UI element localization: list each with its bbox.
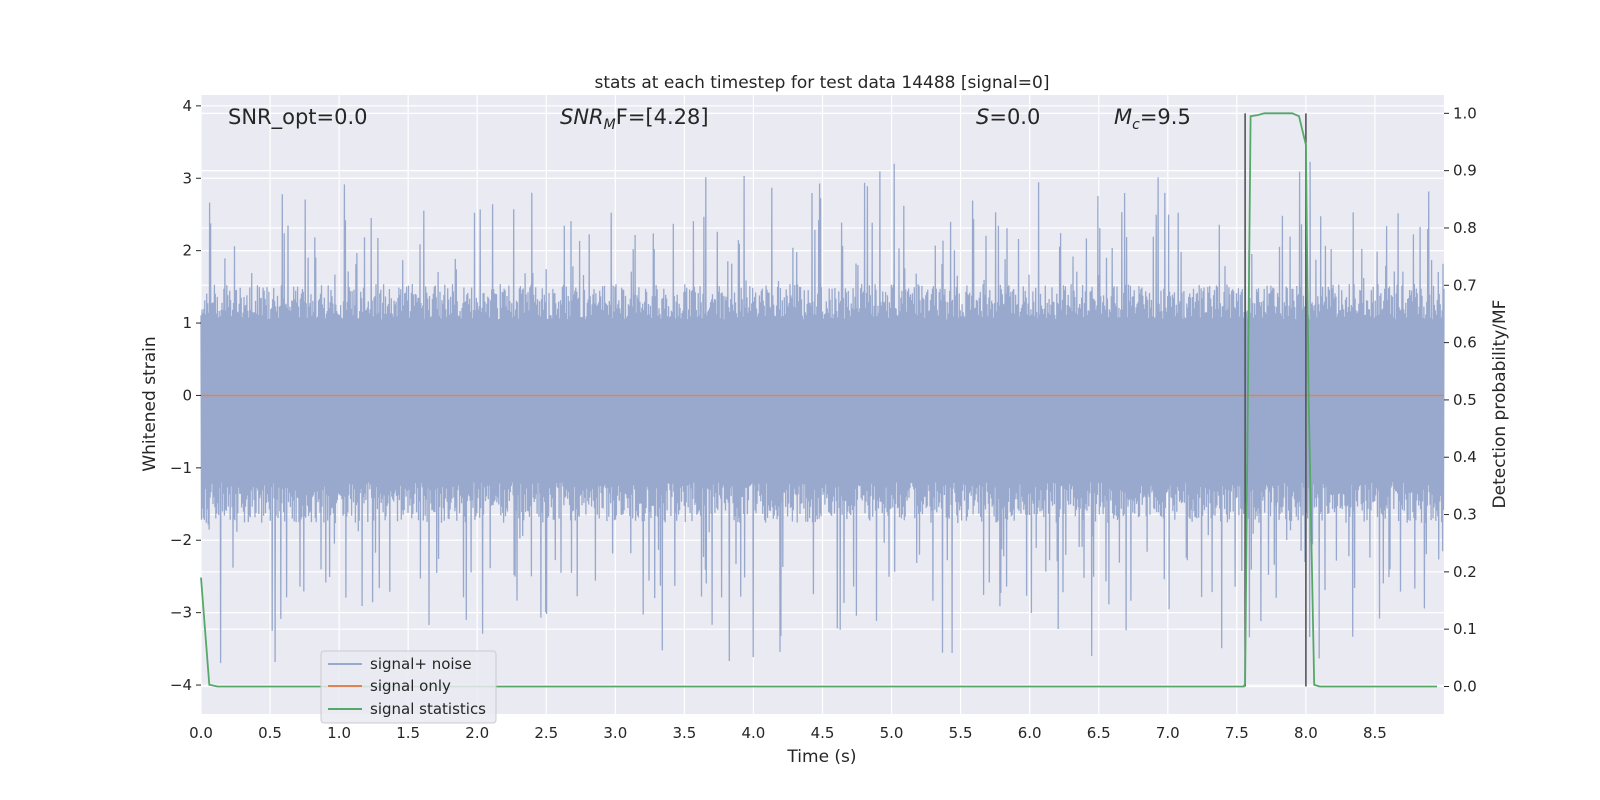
y-right-tick-label: 0.9 — [1453, 162, 1477, 180]
annotation-mc: Mc=9.5 — [1114, 105, 1191, 133]
annotation-mc-sub: c — [1132, 117, 1140, 133]
x-tick-label: 6.5 — [1087, 724, 1111, 742]
signal-statistics-series — [200, 112, 1438, 688]
y-right-tick-label: 0.6 — [1453, 334, 1477, 352]
signal-plus-noise-line — [200, 161, 1445, 664]
annotation-s-rest: =0.0 — [989, 105, 1040, 129]
x-tick-label: 2.0 — [465, 724, 489, 742]
y-right-tick-label: 0.1 — [1453, 620, 1477, 638]
y-right-tick-label: 0.8 — [1453, 219, 1477, 237]
annotation-s: S=0.0 — [976, 105, 1040, 129]
annotation-mc-rest: =9.5 — [1140, 105, 1191, 129]
signal-statistics-line — [200, 112, 1438, 688]
x-tick-label: 8.5 — [1363, 724, 1387, 742]
x-tick-label: 8.0 — [1294, 724, 1318, 742]
x-tick-label: 7.0 — [1156, 724, 1180, 742]
y-right-tick-label: 0.3 — [1453, 506, 1477, 524]
chart-title: stats at each timestep for test data 144… — [595, 73, 1050, 93]
y-left-tick-label: 4 — [182, 97, 192, 115]
signal-plus-noise-series — [200, 161, 1445, 664]
legend-label-signal-only: signal only — [370, 677, 451, 695]
annotation-snr-mf: SNRMF=[4.28] — [560, 105, 709, 133]
x-tick-label: 1.0 — [327, 724, 351, 742]
y-left-tick-label: 3 — [182, 169, 192, 187]
y-left-tick-label: −4 — [170, 676, 192, 694]
annotation-snr-opt: SNR_opt=0.0 — [228, 105, 368, 130]
annotation-snr-mf-sub: M — [604, 117, 616, 133]
x-tick-label: 3.5 — [672, 724, 696, 742]
x-tick-label: 2.5 — [534, 724, 558, 742]
y-right-tick-label: 1.0 — [1453, 104, 1477, 122]
left-y-axis-ticks: 4 3 2 1 0 −1 −2 −3 −4 — [170, 97, 201, 694]
x-tick-label: 0.5 — [258, 724, 282, 742]
x-tick-label: 1.5 — [396, 724, 420, 742]
x-axis-label: Time (s) — [786, 747, 856, 767]
annotation-mc-main: M — [1114, 105, 1132, 129]
annotation-s-main: S — [976, 105, 989, 129]
y-right-tick-label: 0.7 — [1453, 276, 1477, 294]
x-tick-label: 6.0 — [1018, 724, 1042, 742]
x-tick-label: 5.5 — [949, 724, 973, 742]
legend-label-statistics: signal statistics — [370, 700, 486, 718]
y-right-tick-label: 0.5 — [1453, 391, 1477, 409]
y-left-tick-label: −3 — [170, 604, 192, 622]
legend-label-noise: signal+ noise — [370, 655, 472, 673]
x-tick-label: 4.0 — [742, 724, 766, 742]
y-right-tick-label: 0.0 — [1453, 677, 1477, 695]
x-axis-ticks: 0.0 0.5 1.0 1.5 2.0 2.5 3.0 3.5 4.0 4.5 5.0 5.5 6.0 6… — [189, 724, 1387, 742]
annotation-snr-mf-main: SNR — [560, 105, 604, 129]
left-y-axis-label: Whitened strain — [140, 336, 160, 471]
right-y-axis-ticks: 1.0 0.9 0.8 0.7 0.6 0.5 0.4 0.3 0.2 0.1 0.0 — [1444, 104, 1477, 695]
x-tick-label: 4.5 — [811, 724, 835, 742]
x-tick-label: 0.0 — [189, 724, 213, 742]
y-right-tick-label: 0.4 — [1453, 448, 1477, 466]
x-tick-label: 7.5 — [1225, 724, 1249, 742]
y-left-tick-label: 1 — [182, 314, 192, 332]
y-left-tick-label: 2 — [182, 242, 192, 260]
y-left-tick-label: −1 — [170, 459, 192, 477]
legend: signal+ noise signal only signal statist… — [320, 650, 497, 724]
annotation-snr-mf-rest: F=[4.28] — [616, 105, 709, 129]
legend-box — [320, 650, 497, 724]
y-right-tick-label: 0.2 — [1453, 563, 1477, 581]
y-left-tick-label: −2 — [170, 531, 192, 549]
x-tick-label: 3.0 — [603, 724, 627, 742]
right-y-axis-label: Detection probability/MF — [1490, 300, 1510, 509]
y-left-tick-label: 0 — [182, 386, 192, 404]
x-tick-label: 5.0 — [880, 724, 904, 742]
